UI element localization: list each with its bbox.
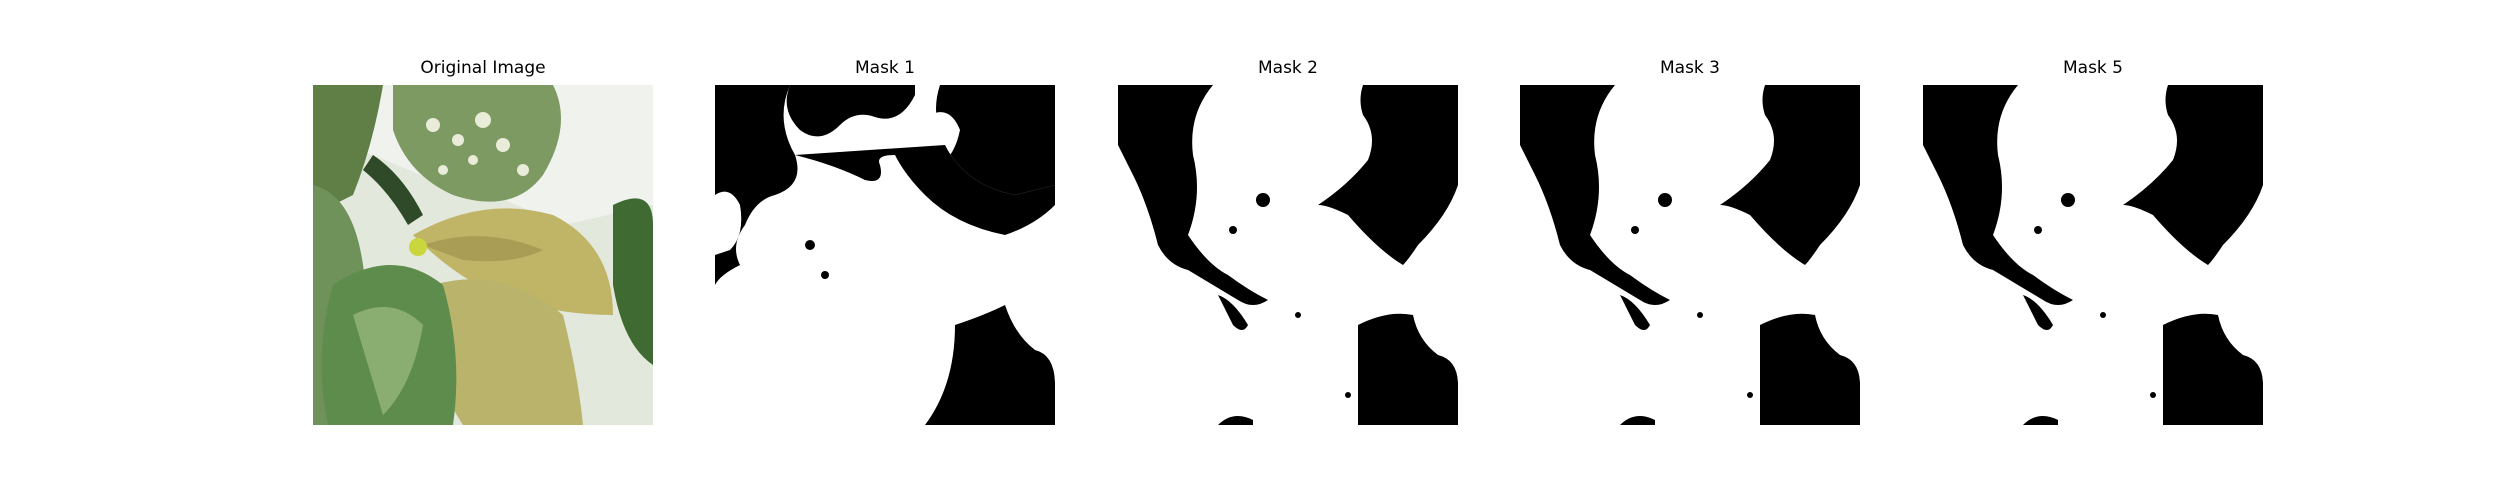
panel-title: Mask 1 (854, 58, 915, 78)
mask-image (1118, 85, 1458, 425)
panel-title: Original Image (420, 58, 546, 78)
mask-image (1520, 85, 1860, 425)
panel-title: Mask 5 (2062, 58, 2123, 78)
mask-image (1923, 85, 2263, 425)
panel-title: Mask 2 (1257, 58, 1318, 78)
panel-title: Mask 3 (1659, 58, 1720, 78)
mask-image (715, 85, 1055, 425)
original-image (313, 85, 653, 425)
